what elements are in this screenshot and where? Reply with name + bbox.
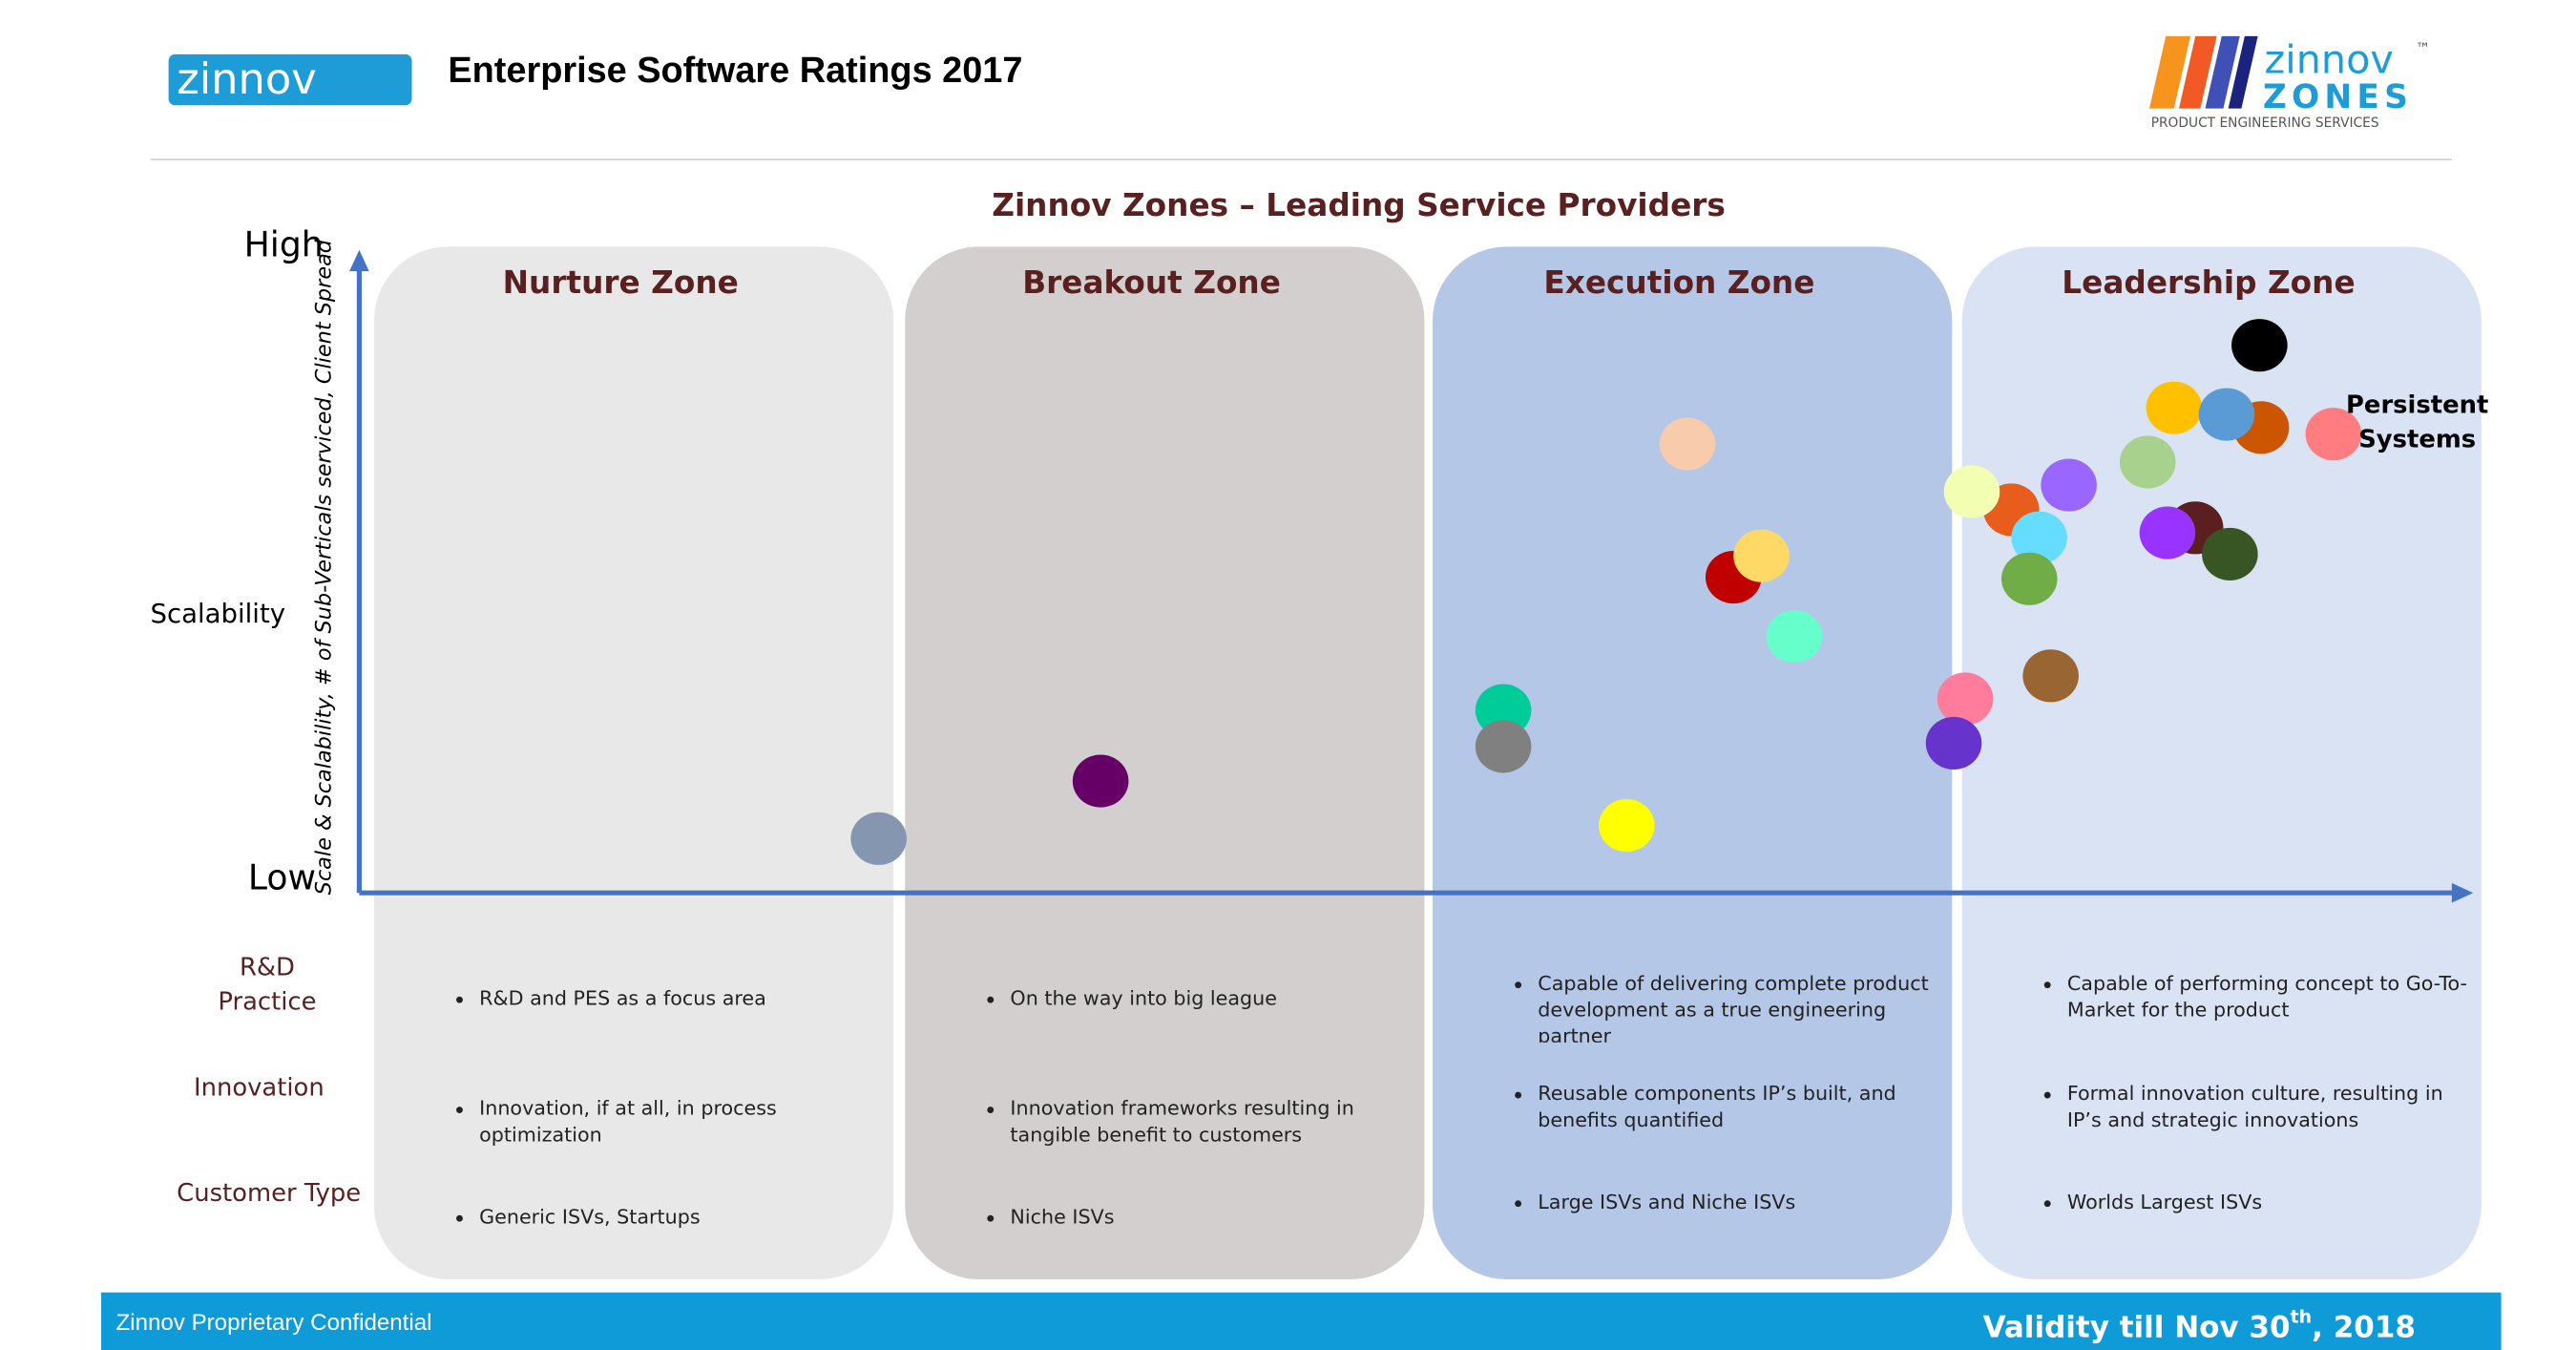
bullet-list: Innovation, if at all, in process optimi… xyxy=(413,1095,890,1148)
bubble xyxy=(2139,506,2196,559)
bullet-list: Large ISVs and Niche ISVs xyxy=(1472,1189,1948,1215)
zone-text: Reusable components IP’s built, and bene… xyxy=(1472,1061,1948,1152)
footer-right-b: , 2018 xyxy=(2312,1310,2416,1344)
bullet-list: On the way into big league xyxy=(945,985,1421,1012)
bullet: Generic ISVs, Startups xyxy=(479,1204,890,1231)
bullet: Formal innovation culture, resulting in … xyxy=(2067,1081,2479,1133)
x-arrow xyxy=(2451,882,2474,903)
y-axis-label: Scale & Scalability, # of Sub-Verticals … xyxy=(312,239,337,895)
bullet-list: Niche ISVs xyxy=(945,1204,1421,1231)
brand-tm: ™ xyxy=(2416,40,2431,57)
bullet-list: Formal innovation culture, resulting in … xyxy=(2001,1081,2478,1133)
zone-title: Leadership Zone xyxy=(2062,264,2355,301)
zone-text: R&D and PES as a focus area xyxy=(413,965,890,1057)
bubble xyxy=(2022,649,2079,703)
bullet: Capable of performing concept to Go-To-M… xyxy=(2067,970,2479,1023)
bubbles xyxy=(850,319,2362,865)
footer-right: Validity till Nov 30th, 2018 xyxy=(1983,1306,2416,1344)
title: Enterprise Software Ratings 2017 xyxy=(448,51,1022,91)
zone-text: Niche ISVs xyxy=(945,1184,1421,1276)
annotation: Persistent Systems xyxy=(2345,390,2489,454)
bubble xyxy=(2119,435,2176,489)
bubble xyxy=(1072,754,1129,808)
bubble xyxy=(1733,529,1790,582)
brand-tagline: PRODUCT ENGINEERING SERVICES xyxy=(2151,116,2379,131)
y-middle: Scalability xyxy=(150,599,285,629)
row-label: Customer Type xyxy=(177,1179,361,1208)
bubble xyxy=(850,812,907,865)
y-arrow xyxy=(349,249,369,272)
bullet: Niche ISVs xyxy=(1010,1204,1421,1231)
zone-text: Innovation, if at all, in process optimi… xyxy=(413,1075,890,1167)
bubble xyxy=(1925,716,1982,770)
footer-sup: th xyxy=(2291,1306,2313,1327)
zone-title: Execution Zone xyxy=(1543,264,1814,301)
bubble xyxy=(1475,684,1532,737)
bubble xyxy=(1766,609,1823,664)
bullet: Worlds Largest ISVs xyxy=(2067,1189,2479,1215)
footer-left: Zinnov Proprietary Confidential xyxy=(116,1310,432,1336)
logo-box xyxy=(168,53,412,106)
bubble xyxy=(2202,527,2258,580)
bubble xyxy=(2198,388,2255,441)
zone-text: Generic ISVs, Startups xyxy=(413,1184,890,1276)
zones: Nurture Zone R&D and PES as a focus area I… xyxy=(374,246,2482,1279)
bubble xyxy=(2146,381,2203,434)
brand-zones: ZONES xyxy=(2263,78,2413,116)
annotation-text: Persistent Systems xyxy=(2345,390,2489,454)
zone-text: Innovation frameworks resulting in tangi… xyxy=(945,1075,1421,1167)
row-label-text: R&D Practice Maturity xyxy=(216,952,319,1023)
bullet-list: R&D and PES as a focus area xyxy=(413,985,890,1012)
zone-text: On the way into big league xyxy=(945,965,1421,1057)
zone-text: Large ISVs and Niche ISVs xyxy=(1472,1170,1948,1261)
bullet-list: Generic ISVs, Startups xyxy=(413,1204,890,1231)
logo: zinnov xyxy=(177,53,317,104)
y-high: High xyxy=(244,223,324,264)
bullet: Innovation, if at all, in process optimi… xyxy=(479,1095,890,1148)
zone-title: Breakout Zone xyxy=(1022,264,1281,301)
bubble xyxy=(2041,458,2097,512)
zone xyxy=(373,246,894,1279)
bullet-list: Capable of delivering complete product d… xyxy=(1472,970,1948,1043)
zone-text: Formal innovation culture, resulting in … xyxy=(2001,1061,2478,1152)
bubble xyxy=(1659,417,1716,471)
bubble xyxy=(1475,720,1532,773)
bullet-list: Innovation frameworks resulting in tangi… xyxy=(945,1095,1421,1148)
bubble xyxy=(1943,465,2000,518)
bullet-list: Capable of performing concept to Go-To-M… xyxy=(2001,970,2478,1023)
zone-title: Nurture Zone xyxy=(503,264,739,301)
zone xyxy=(1961,246,2482,1279)
footer-right-a: Validity till Nov 30 xyxy=(1983,1310,2291,1344)
bubble xyxy=(1599,799,1655,853)
brand-name: zinnov xyxy=(2265,36,2394,82)
bullet: Capable of delivering complete product d… xyxy=(1538,970,1949,1043)
bullet-list: Worlds Largest ISVs xyxy=(2001,1189,2478,1215)
zone-text: Worlds Largest ISVs xyxy=(2001,1170,2478,1261)
zone xyxy=(1433,246,1953,1279)
row-label: R&D Practice Maturity xyxy=(216,952,319,1023)
row-label: Innovation xyxy=(194,1074,325,1103)
bubble xyxy=(1937,672,1994,726)
bullet-list: Reusable components IP’s built, and bene… xyxy=(1472,1081,1948,1133)
footer-bar xyxy=(101,1292,2502,1350)
zone xyxy=(905,246,1425,1279)
bullet: Innovation frameworks resulting in tangi… xyxy=(1010,1095,1421,1148)
bubble xyxy=(2000,552,2058,605)
bullet: On the way into big league xyxy=(1010,985,1421,1012)
zone-text: Capable of performing concept to Go-To-M… xyxy=(2001,950,2478,1042)
brand-stripes xyxy=(2148,35,2258,109)
chart-title: Zinnov Zones – Leading Service Providers xyxy=(992,187,1726,223)
bubble xyxy=(2011,511,2067,564)
bullet: Large ISVs and Niche ISVs xyxy=(1538,1189,1949,1215)
bubble xyxy=(2231,319,2288,372)
bullet: Reusable components IP’s built, and bene… xyxy=(1538,1081,1949,1133)
zone-text: Capable of delivering complete product d… xyxy=(1472,950,1948,1042)
bullet: R&D and PES as a focus area xyxy=(479,985,890,1012)
bubble xyxy=(2305,408,2362,461)
y-low: Low xyxy=(248,856,316,897)
